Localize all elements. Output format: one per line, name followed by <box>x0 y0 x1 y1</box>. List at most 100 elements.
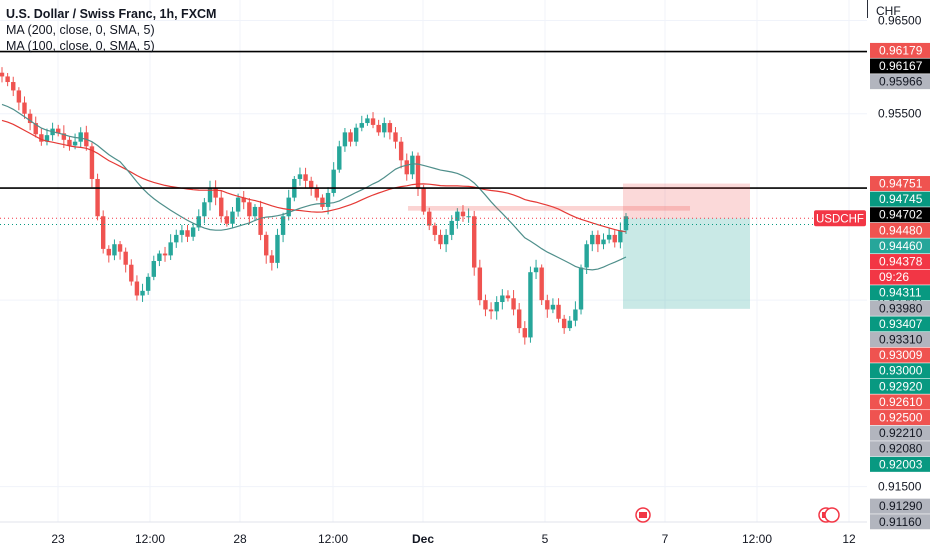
price-label-bg <box>870 425 930 441</box>
price-label: 09:26 <box>879 270 909 284</box>
candle-body <box>72 141 78 146</box>
candle-body <box>623 216 629 231</box>
candle-body <box>382 123 387 133</box>
price-label-bg <box>870 441 930 457</box>
price-axis-separator <box>867 0 868 18</box>
x-tick-label: 12 <box>842 532 856 546</box>
candle-body <box>567 320 572 329</box>
price-label-bg <box>870 316 930 332</box>
x-tick-label: 7 <box>662 532 669 546</box>
price-label: 0.94751 <box>879 177 923 191</box>
candle-body <box>342 132 348 147</box>
candle-body <box>196 216 201 228</box>
candle-body <box>219 197 224 217</box>
candle-body <box>67 139 72 146</box>
candle-body <box>612 234 617 243</box>
candle-body <box>247 202 252 217</box>
candle-body <box>162 253 168 256</box>
candle-body <box>44 135 50 142</box>
price-label-bg <box>870 74 930 90</box>
candle-body <box>601 239 606 245</box>
candle-body <box>252 206 258 217</box>
candle-body <box>297 174 303 179</box>
candle-body <box>61 133 67 140</box>
candle-body <box>398 141 404 161</box>
y-tick-label: 0.96500 <box>878 14 922 28</box>
legend-ma100[interactable]: MA (100, close, 0, SMA, 5) <box>6 39 155 53</box>
candle-body <box>511 298 516 310</box>
candle-body <box>573 309 578 321</box>
symbol-badge-bg <box>814 210 866 227</box>
candle-body <box>230 211 235 224</box>
legend-ma200[interactable]: MA (200, close, 0, SMA, 5) <box>6 23 155 37</box>
candle-body <box>22 102 27 114</box>
candle-body <box>320 197 325 207</box>
ma200-line <box>1 119 627 233</box>
price-label-bg <box>870 456 930 472</box>
x-tick-label: 12:00 <box>135 532 165 546</box>
candle-body <box>618 230 623 243</box>
x-tick-label: 12:00 <box>742 532 772 546</box>
candle-body <box>39 134 44 142</box>
candle-body <box>106 248 112 256</box>
candle-body <box>449 220 454 235</box>
candle-body <box>550 304 556 310</box>
price-label: 0.92610 <box>879 395 923 409</box>
candle-body <box>505 295 511 299</box>
candle-body <box>179 230 185 235</box>
candle-body <box>545 300 550 310</box>
price-label-bg <box>870 238 930 254</box>
price-label: 0.91160 <box>879 515 922 529</box>
price-label: 0.96179 <box>879 43 923 57</box>
candle-body <box>56 128 61 134</box>
price-label: 0.94311 <box>879 286 922 300</box>
price-label: 0.93310 <box>879 333 923 347</box>
candle-body <box>365 118 370 124</box>
candle-body <box>466 216 471 218</box>
price-label-bg <box>870 332 930 348</box>
candle-body <box>258 206 263 235</box>
price-label: 0.91290 <box>879 499 923 513</box>
price-label-bg <box>870 378 930 394</box>
candle-body <box>325 192 331 207</box>
price-label: 0.92080 <box>879 442 923 456</box>
candle-body <box>606 234 612 240</box>
candle-body <box>241 197 246 203</box>
price-label: 0.93000 <box>879 364 923 378</box>
price-label: 0.96167 <box>879 59 923 73</box>
x-tick-label: Dec <box>412 532 434 546</box>
candle-body <box>415 155 421 189</box>
candle-body <box>455 211 460 221</box>
candle-body <box>528 272 533 338</box>
legend-title[interactable]: U.S. Dollar / Swiss Franc, 1h, FXCM <box>6 7 217 21</box>
candle-body <box>337 146 342 170</box>
candle-body <box>235 197 241 212</box>
price-label-bg <box>870 285 930 301</box>
price-label: 0.94378 <box>879 255 923 269</box>
candle-body <box>590 234 595 245</box>
price-label-bg <box>870 207 930 223</box>
price-label-bg <box>870 347 930 363</box>
candle-body <box>112 244 117 256</box>
price-label: 0.92210 <box>879 426 923 440</box>
candle-body <box>539 267 544 301</box>
candle-body <box>213 188 218 198</box>
price-label-bg <box>870 222 930 238</box>
price-label-bg <box>870 394 930 410</box>
candle-body <box>207 188 213 203</box>
currency-label[interactable]: CHF <box>876 4 901 18</box>
price-label: 0.92003 <box>879 457 923 471</box>
candle-body <box>145 276 151 291</box>
candle-body <box>472 216 477 268</box>
candle-body <box>427 211 432 226</box>
candle-body <box>500 295 505 303</box>
candle-body <box>494 302 499 312</box>
candle-body <box>438 234 443 245</box>
profit-zone <box>623 218 750 309</box>
candle-body <box>117 244 123 252</box>
candle-body <box>303 174 308 181</box>
price-label: 0.93009 <box>879 348 923 362</box>
price-label: 0.94460 <box>879 239 923 253</box>
candle-body <box>331 169 336 193</box>
